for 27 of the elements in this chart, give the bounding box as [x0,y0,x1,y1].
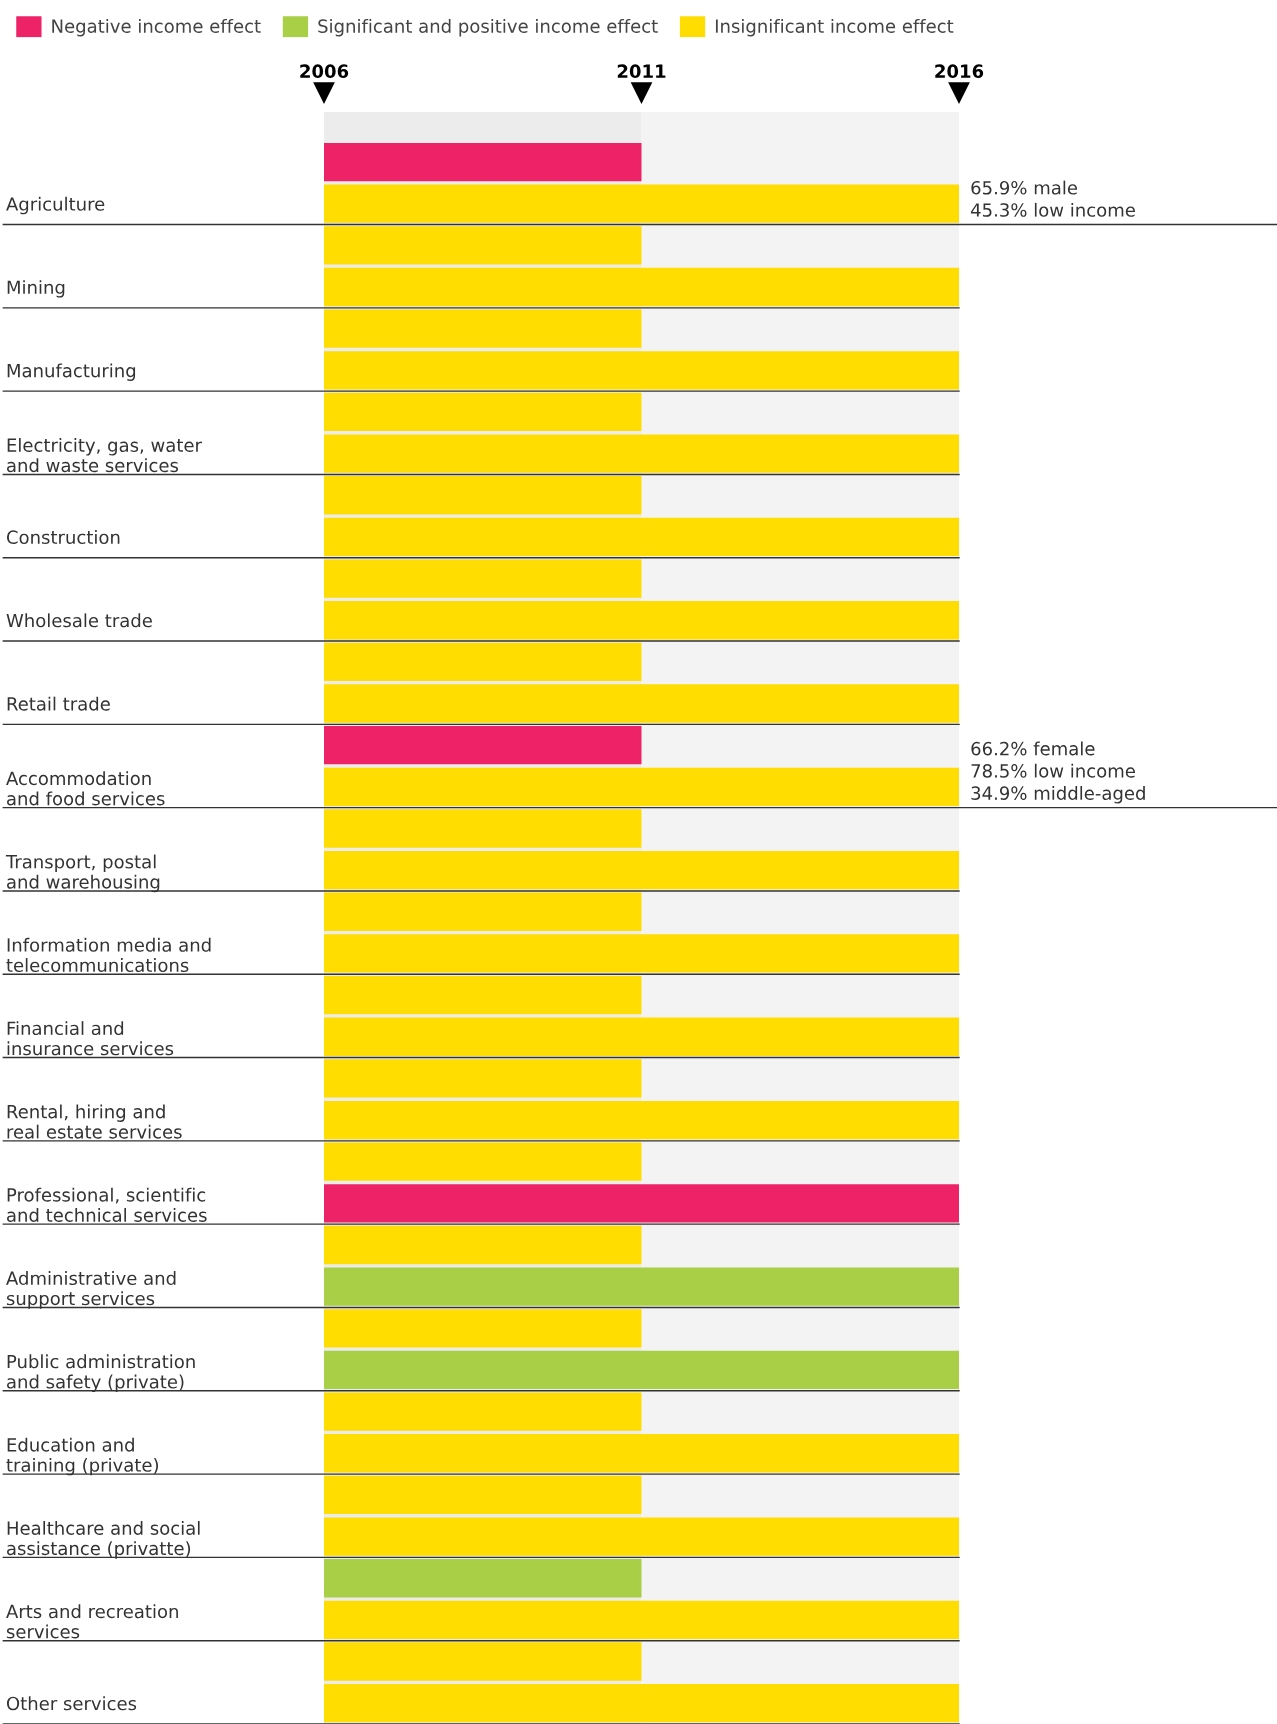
y-tick-label: Rental, hiring and real estate services [7,1104,182,1139]
annotation: 66.2% female 78.5% low income 34.9% middle-aged [971,741,1145,804]
y-tick-label: Arts and recreation services [6,1604,178,1639]
y-tick-label: Administrative and support services [6,1271,176,1309]
y-tick-label: Agriculture [6,196,105,215]
x-tick-label: 2011 [617,64,666,79]
y-tick-label: Healthcare and social assistance (privatte) [7,1520,200,1559]
x-tick-label: 2006 [300,64,349,79]
y-tick-label: Information media and telecommunications [6,937,211,973]
y-tick-label: Accommodation and food services [6,771,165,806]
x-tick-label: 2016 [935,64,984,79]
y-tick-label: Education and training (private) [6,1437,159,1476]
legend-label: Insignificant income effect [715,18,954,37]
y-tick-label: Transport, postal and warehousing [5,854,160,893]
y-tick-label: Manufacturing [7,363,136,381]
y-tick-label: Construction [6,530,120,545]
y-tick-label: Professional, scientific and technical services [7,1187,207,1222]
y-tick-label: Retail trade [7,696,110,711]
y-tick-label: Electricity, gas, water and waste services [7,438,202,473]
y-tick-label: Other services [6,1696,137,1711]
legend-label: Negative income effect [52,18,261,37]
legend-label: Significant and positive income effect [318,18,658,37]
y-tick-label: Wholesale trade [6,613,152,628]
y-tick-label: Public administration and safety (private) [7,1354,195,1393]
y-tick-label: Financial and insurance services [7,1021,174,1056]
annotation: 65.9% male 45.3% low income [970,180,1135,217]
y-tick-label: Mining [7,280,65,298]
